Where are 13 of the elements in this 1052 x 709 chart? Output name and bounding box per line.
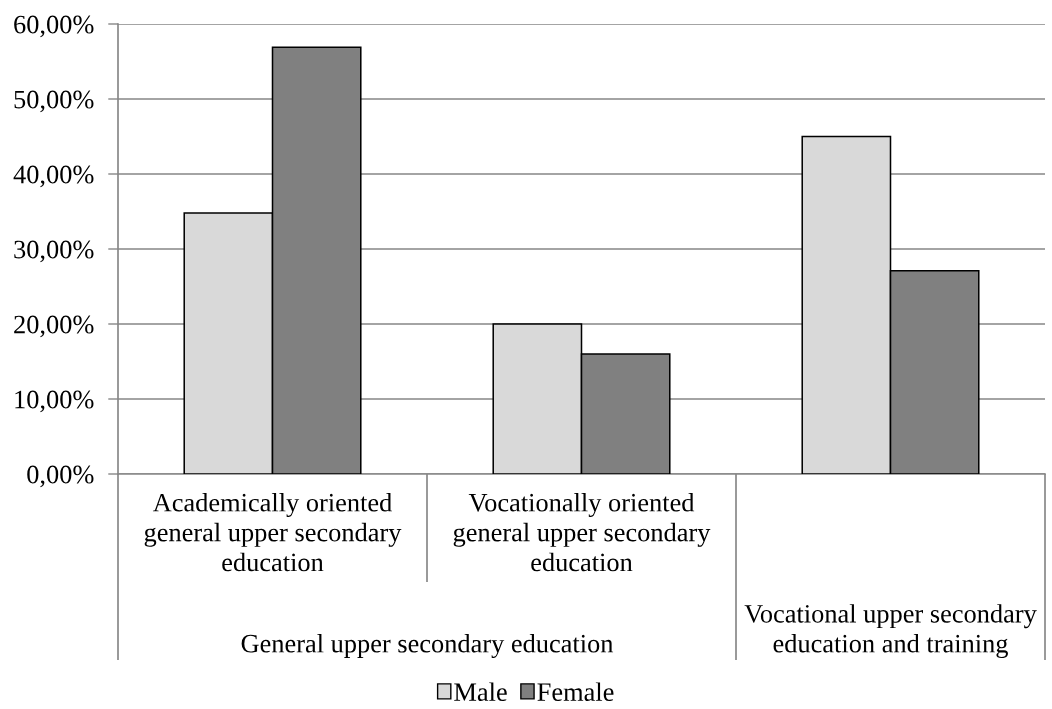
y-tick-label: 20,00%: [14, 315, 94, 338]
text: General upper secondary education: [241, 633, 614, 658]
y-tick-label: 40,00%: [13, 165, 94, 188]
legend-label: Male: [454, 682, 507, 701]
x-tick-label: Academically oriented general upper secondary education: [144, 493, 402, 572]
legend-label: Female: [537, 682, 614, 701]
y-tick-label: 10,00%: [15, 390, 94, 413]
y-tick-label: 0,00%: [27, 465, 94, 488]
y-tick-label: 60,00%: [14, 15, 94, 38]
y-tick-label: 50,00%: [14, 90, 94, 113]
x-tick-label: Vocationally oriented general upper secondary education: [453, 493, 711, 572]
text: Vocational upper secondary education and training: [744, 604, 1037, 658]
y-tick-label: 30,00%: [14, 240, 94, 263]
